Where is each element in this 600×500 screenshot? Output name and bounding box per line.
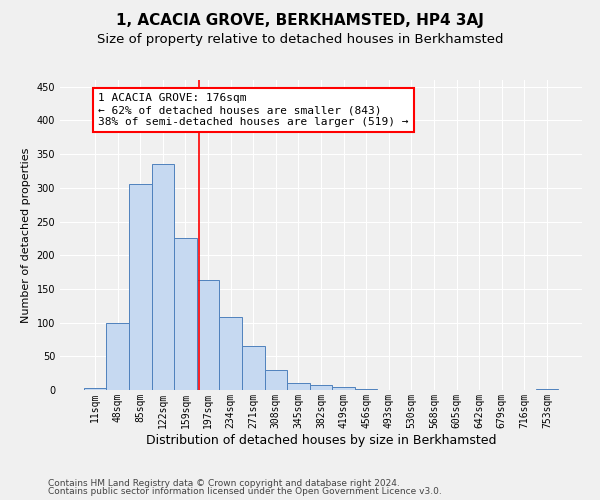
Text: 1 ACACIA GROVE: 176sqm
← 62% of detached houses are smaller (843)
38% of semi-de: 1 ACACIA GROVE: 176sqm ← 62% of detached… xyxy=(98,94,409,126)
Bar xyxy=(536,388,558,390)
Bar xyxy=(129,184,152,390)
Text: Size of property relative to detached houses in Berkhamsted: Size of property relative to detached ho… xyxy=(97,32,503,46)
Bar xyxy=(106,324,129,390)
Bar xyxy=(152,164,174,390)
Bar xyxy=(332,386,355,390)
Bar xyxy=(287,384,310,390)
Text: Contains HM Land Registry data © Crown copyright and database right 2024.: Contains HM Land Registry data © Crown c… xyxy=(48,478,400,488)
Bar xyxy=(220,317,242,390)
Bar xyxy=(242,346,265,390)
Bar xyxy=(197,280,220,390)
Bar xyxy=(174,238,197,390)
Bar xyxy=(84,388,106,390)
Bar xyxy=(310,384,332,390)
Text: Contains public sector information licensed under the Open Government Licence v3: Contains public sector information licen… xyxy=(48,487,442,496)
X-axis label: Distribution of detached houses by size in Berkhamsted: Distribution of detached houses by size … xyxy=(146,434,496,446)
Text: 1, ACACIA GROVE, BERKHAMSTED, HP4 3AJ: 1, ACACIA GROVE, BERKHAMSTED, HP4 3AJ xyxy=(116,12,484,28)
Y-axis label: Number of detached properties: Number of detached properties xyxy=(21,148,31,322)
Bar xyxy=(265,370,287,390)
